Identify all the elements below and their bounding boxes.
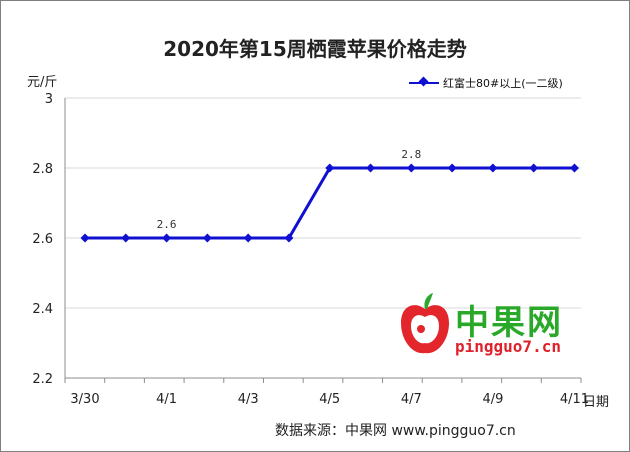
data-point (447, 163, 457, 173)
data-point (202, 233, 212, 243)
y-tick-label: 2.4 (32, 302, 53, 317)
x-tick-label: 4/7 (401, 392, 422, 407)
x-tick-label: 4/9 (482, 392, 503, 407)
x-tick-label: 4/5 (319, 392, 340, 407)
data-label: 2.8 (401, 148, 421, 161)
data-point (325, 163, 335, 173)
x-axis-label: 日期 (583, 395, 610, 410)
x-tick-label: 4/1 (156, 392, 177, 407)
chart-title: 2020年第15周栖霞苹果价格走势 (163, 37, 467, 61)
watermark-url: pingguo7.cn (455, 337, 561, 356)
apple-icon (401, 293, 449, 354)
data-point (243, 233, 253, 243)
x-tick-label: 3/30 (70, 392, 99, 407)
watermark-name: 中果网 (455, 303, 563, 343)
data-point (406, 163, 416, 173)
data-point (529, 163, 539, 173)
legend-marker (409, 82, 439, 84)
data-source: 数据来源：中果网 www.pingguo7.cn (275, 423, 516, 439)
y-tick-label: 3 (45, 92, 53, 107)
x-tick-label: 4/3 (238, 392, 259, 407)
y-tick-label: 2.8 (32, 162, 53, 177)
data-point (121, 233, 131, 243)
data-point (284, 233, 294, 243)
x-tick-label: 4/11 (560, 392, 589, 407)
legend-label: 红富士80#以上(一二级) (443, 77, 563, 90)
watermark-logo: 中果网 pingguo7.cn (397, 293, 612, 363)
data-point (80, 233, 90, 243)
data-point (366, 163, 376, 173)
legend: 红富士80#以上(一二级) (409, 75, 563, 91)
y-axis-unit: 元/斤 (27, 75, 58, 90)
data-label: 2.6 (157, 218, 177, 231)
y-tick-label: 2.2 (32, 372, 53, 387)
data-point (488, 163, 498, 173)
data-point (162, 233, 172, 243)
data-point (569, 163, 579, 173)
y-tick-label: 2.6 (32, 232, 53, 247)
